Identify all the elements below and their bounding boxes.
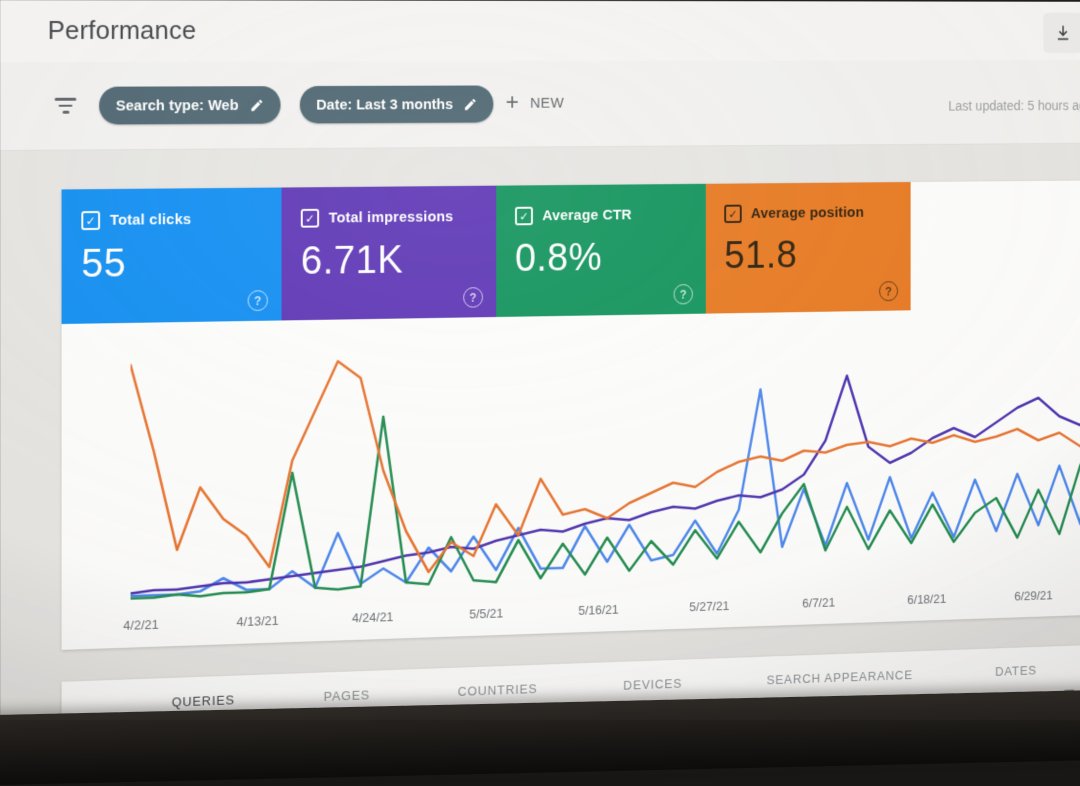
x-axis-label: 4/13/21 (236, 612, 279, 630)
search-console-screen: Performance Search type: Web Date: Last … (0, 0, 1080, 766)
edit-pencil-icon[interactable] (249, 98, 264, 113)
export-download-button[interactable] (1044, 13, 1080, 52)
page-title: Performance (47, 15, 197, 45)
metric-value: 0.8% (515, 235, 603, 280)
checkbox-checked-icon[interactable]: ✓ (300, 208, 320, 228)
tab-countries[interactable]: COUNTRIES (457, 681, 538, 699)
metric-tile-average-ctr[interactable]: ✓ Average CTR 0.8% ? (496, 183, 706, 317)
x-axis-label: 5/16/21 (578, 601, 619, 618)
checkbox-checked-icon[interactable]: ✓ (724, 204, 742, 224)
new-filter-label: NEW (530, 94, 565, 112)
tab-pages[interactable]: PAGES (323, 687, 371, 704)
series-line-average-ctr (131, 401, 1080, 599)
metric-tile-total-clicks[interactable]: ✓ Total clicks 55 ? (61, 187, 282, 325)
download-icon (1054, 23, 1072, 42)
performance-line-chart[interactable] (131, 329, 1080, 606)
tab-devices[interactable]: DEVICES (623, 675, 683, 693)
filter-bar: Search type: Web Date: Last 3 months + N… (0, 60, 1080, 151)
search-type-chip-label: Search type: Web (115, 96, 239, 114)
last-updated-text: Last updated: 5 hours ago (948, 97, 1080, 114)
metric-value: 55 (81, 241, 127, 286)
metric-value: 51.8 (724, 233, 798, 277)
metric-label: Average position (750, 204, 865, 222)
x-axis-label: 4/2/21 (123, 616, 159, 633)
checkbox-checked-icon[interactable]: ✓ (515, 206, 533, 226)
tab-queries[interactable]: QUERIES (171, 692, 235, 710)
search-type-chip[interactable]: Search type: Web (99, 86, 281, 125)
x-axis-label: 5/27/21 (689, 598, 730, 615)
chart-canvas (131, 329, 1080, 606)
metric-tile-total-impressions[interactable]: ✓ Total impressions 6.71K ? (281, 185, 497, 321)
help-icon[interactable]: ? (879, 281, 899, 302)
help-icon[interactable]: ? (463, 287, 484, 308)
metric-tiles-row: ✓ Total clicks 55 ? ✓ Total impressions … (61, 182, 911, 325)
tab-dates[interactable]: DATES (995, 662, 1037, 679)
x-axis-label: 6/7/21 (802, 594, 836, 611)
tab-search-appearance[interactable]: SEARCH APPEARANCE (766, 667, 913, 688)
tile-header: ✓ Average CTR (515, 205, 706, 226)
top-bar: Performance (0, 0, 1080, 63)
help-icon[interactable]: ? (673, 283, 693, 305)
metric-label: Average CTR (542, 206, 632, 225)
x-axis-label: 4/24/21 (351, 609, 394, 626)
series-line-average-position (131, 347, 1080, 581)
metric-tile-average-position[interactable]: ✓ Average position 51.8 ? (705, 182, 911, 314)
performance-summary-card: ✓ Total clicks 55 ? ✓ Total impressions … (61, 180, 1080, 650)
metric-value: 6.71K (300, 238, 404, 283)
tile-header: ✓ Total impressions (300, 207, 496, 228)
filter-list-icon (54, 94, 78, 118)
x-axis-label: 6/29/21 (1014, 587, 1053, 604)
date-range-chip-label: Date: Last 3 months (316, 95, 454, 114)
metric-label: Total impressions (328, 208, 454, 227)
new-filter-button[interactable]: + NEW (505, 89, 565, 116)
x-axis-label: 6/18/21 (907, 591, 947, 607)
tile-header: ✓ Average position (724, 203, 910, 224)
x-axis-label: 5/5/21 (469, 605, 504, 622)
plus-icon: + (505, 89, 519, 116)
tile-header: ✓ Total clicks (81, 209, 281, 231)
edit-pencil-icon[interactable] (463, 97, 477, 112)
date-range-chip[interactable]: Date: Last 3 months (299, 85, 494, 124)
checkbox-checked-icon[interactable]: ✓ (81, 211, 101, 231)
series-line-total-clicks (131, 347, 1080, 596)
help-icon[interactable]: ? (247, 290, 268, 312)
metric-label: Total clicks (109, 211, 192, 229)
